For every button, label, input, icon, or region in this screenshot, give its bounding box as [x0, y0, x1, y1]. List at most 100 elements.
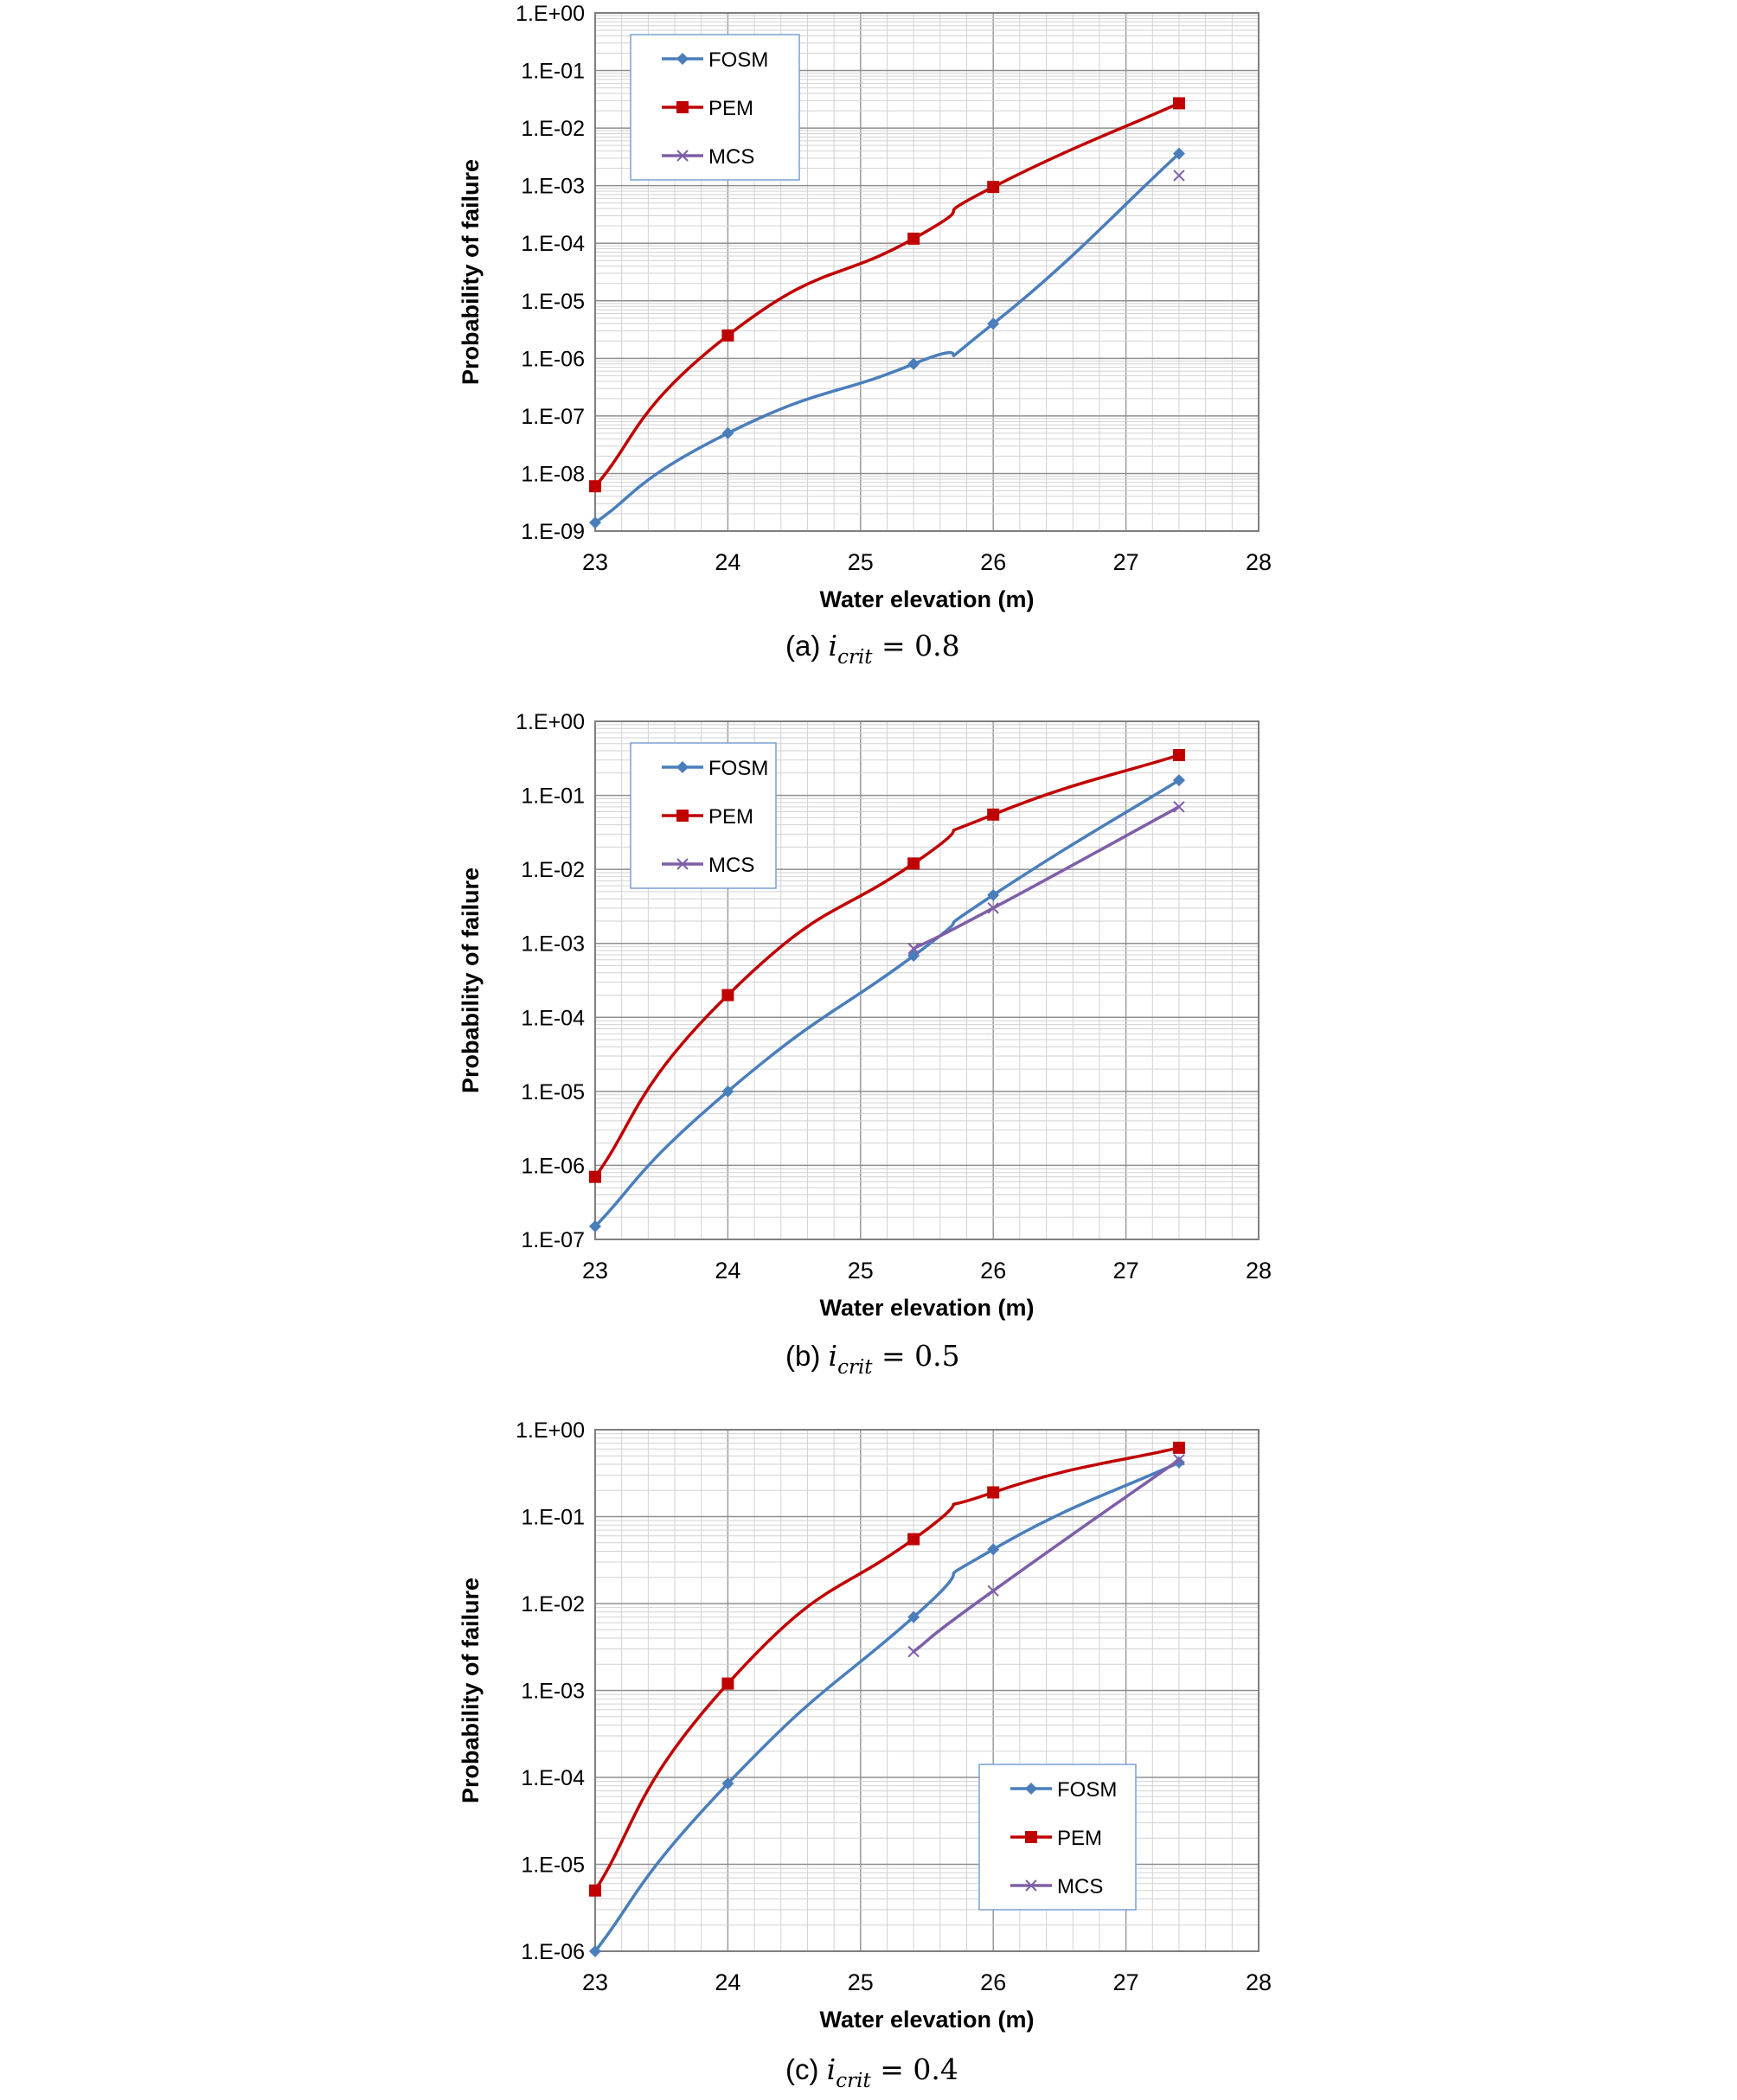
- plot-frame: [594, 12, 1259, 532]
- legend-marker: [1025, 1783, 1037, 1795]
- legend-label: PEM: [1057, 1827, 1102, 1850]
- y-tick-label: 1.E-06: [521, 347, 585, 371]
- y-tick-label: 1.E+00: [516, 710, 585, 734]
- data-point: [1172, 147, 1185, 160]
- data-point: [721, 426, 734, 439]
- chart-panel-b: 1.E-07 1.E-06 1.E-05 1.E-04 1.E-03 1.E-02 1.E-…: [458, 710, 1272, 1379]
- legend-label: MCS: [1057, 1875, 1103, 1898]
- legend-box: [978, 1764, 1137, 1911]
- y-tick-label: 1.E-05: [521, 290, 585, 314]
- caption-variable: i: [829, 1339, 838, 1373]
- series-mcs: [907, 1454, 1185, 1658]
- legend-label: FOSM: [708, 757, 768, 780]
- series-pem: [589, 97, 1185, 493]
- y-tick-label: 1.E+00: [516, 1418, 585, 1443]
- caption-subscript: crit: [837, 646, 873, 669]
- legend-box: [630, 34, 800, 181]
- y-tick-label: 1.E-01: [521, 784, 585, 809]
- x-tick-label: 24: [715, 549, 740, 575]
- legend: FOSM PEM MCS: [630, 742, 777, 889]
- data-point: [721, 989, 734, 1002]
- legend: FOSM PEM MCS: [978, 1764, 1137, 1911]
- caption-label: (a): [785, 630, 829, 662]
- data-point: [1172, 1441, 1185, 1454]
- data-point: [721, 1677, 734, 1690]
- legend-label: FOSM: [708, 48, 768, 72]
- legend-marker: [676, 101, 689, 113]
- data-point: [1172, 1456, 1185, 1469]
- x-tick-label: 23: [582, 1258, 608, 1284]
- data-point: [987, 1543, 1000, 1556]
- data-point: [589, 1884, 601, 1897]
- x-axis-title: Water elevation (m): [819, 1295, 1034, 1321]
- x-tick-label: 28: [1246, 549, 1272, 575]
- y-axis-title: Probability of failure: [458, 159, 484, 385]
- y-tick-label: 1.E-04: [521, 1006, 585, 1030]
- data-point: [987, 902, 999, 914]
- y-tick-label: 1.E-08: [521, 462, 585, 486]
- data-point: [907, 1533, 920, 1546]
- caption-value: = 0.5: [873, 1339, 960, 1373]
- x-tick-label: 24: [715, 1258, 740, 1284]
- y-tick-label: 1.E-01: [521, 60, 585, 84]
- data-point: [1173, 170, 1185, 182]
- data-point: [589, 1170, 601, 1183]
- series-pem: [589, 1441, 1185, 1897]
- data-point: [721, 1777, 734, 1790]
- x-tick-label: 26: [980, 1258, 1006, 1284]
- data-point: [721, 329, 734, 342]
- x-tick-label: 24: [715, 1969, 740, 1995]
- caption-value: = 0.4: [871, 2052, 958, 2086]
- data-point: [1173, 1454, 1185, 1466]
- panel-caption: (b) icrit = 0.5: [785, 1339, 960, 1379]
- legend-marker: [1025, 1879, 1037, 1892]
- caption-subscript: crit: [836, 2070, 871, 2092]
- plot-frame: [594, 1429, 1259, 1952]
- x-tick-label: 28: [1246, 1258, 1272, 1284]
- series-fosm: [589, 147, 1185, 529]
- series-mcs: [907, 801, 1185, 955]
- x-tick-label: 28: [1246, 1969, 1272, 1995]
- caption-label: (c): [785, 2053, 827, 2085]
- data-point: [1173, 801, 1185, 813]
- data-point: [589, 516, 601, 529]
- y-tick-label: 1.E-06: [521, 1940, 585, 1964]
- y-tick-label: 1.E-05: [521, 1854, 585, 1878]
- series-mcs: [1173, 170, 1185, 182]
- x-tick-label: 27: [1113, 1258, 1139, 1284]
- caption-value: = 0.8: [873, 629, 960, 663]
- legend-label: MCS: [708, 854, 754, 877]
- series-line: [593, 151, 1181, 525]
- y-tick-label: 1.E-03: [521, 1680, 585, 1704]
- data-point: [907, 943, 920, 955]
- y-tick-label: 1.E-06: [521, 1154, 585, 1178]
- data-point: [987, 317, 1000, 330]
- y-tick-label: 1.E-07: [521, 1228, 585, 1252]
- data-point: [907, 1645, 920, 1658]
- panel-caption: (a) icrit = 0.8: [785, 629, 960, 669]
- data-point: [987, 1585, 999, 1597]
- y-tick-label: 1.E-03: [521, 932, 585, 957]
- x-tick-label: 26: [980, 1969, 1006, 1995]
- legend-marker: [676, 150, 689, 162]
- legend-marker: [1025, 1831, 1037, 1843]
- data-point: [589, 1945, 601, 1957]
- x-tick-label: 23: [582, 1969, 608, 1995]
- data-point: [907, 1610, 920, 1623]
- legend: FOSM PEM MCS: [630, 34, 800, 181]
- y-tick-label: 1.E-04: [521, 232, 585, 256]
- legend-label: FOSM: [1057, 1778, 1117, 1802]
- panel-caption: (c) icrit = 0.4: [785, 2052, 958, 2092]
- caption-label: (b): [785, 1340, 829, 1372]
- x-tick-label: 27: [1113, 1969, 1139, 1995]
- data-point: [1172, 97, 1185, 110]
- chart-panel-c: 1.E-06 1.E-05 1.E-04 1.E-03 1.E-02 1.E-01 1.E+…: [458, 1418, 1272, 2092]
- y-tick-label: 1.E-09: [521, 520, 585, 544]
- series-line: [912, 805, 1181, 951]
- caption-subscript: crit: [837, 1356, 873, 1379]
- series-line: [912, 1458, 1181, 1654]
- legend-label: PEM: [708, 805, 753, 829]
- x-axis-title: Water elevation (m): [819, 2007, 1034, 2033]
- data-point: [907, 232, 920, 245]
